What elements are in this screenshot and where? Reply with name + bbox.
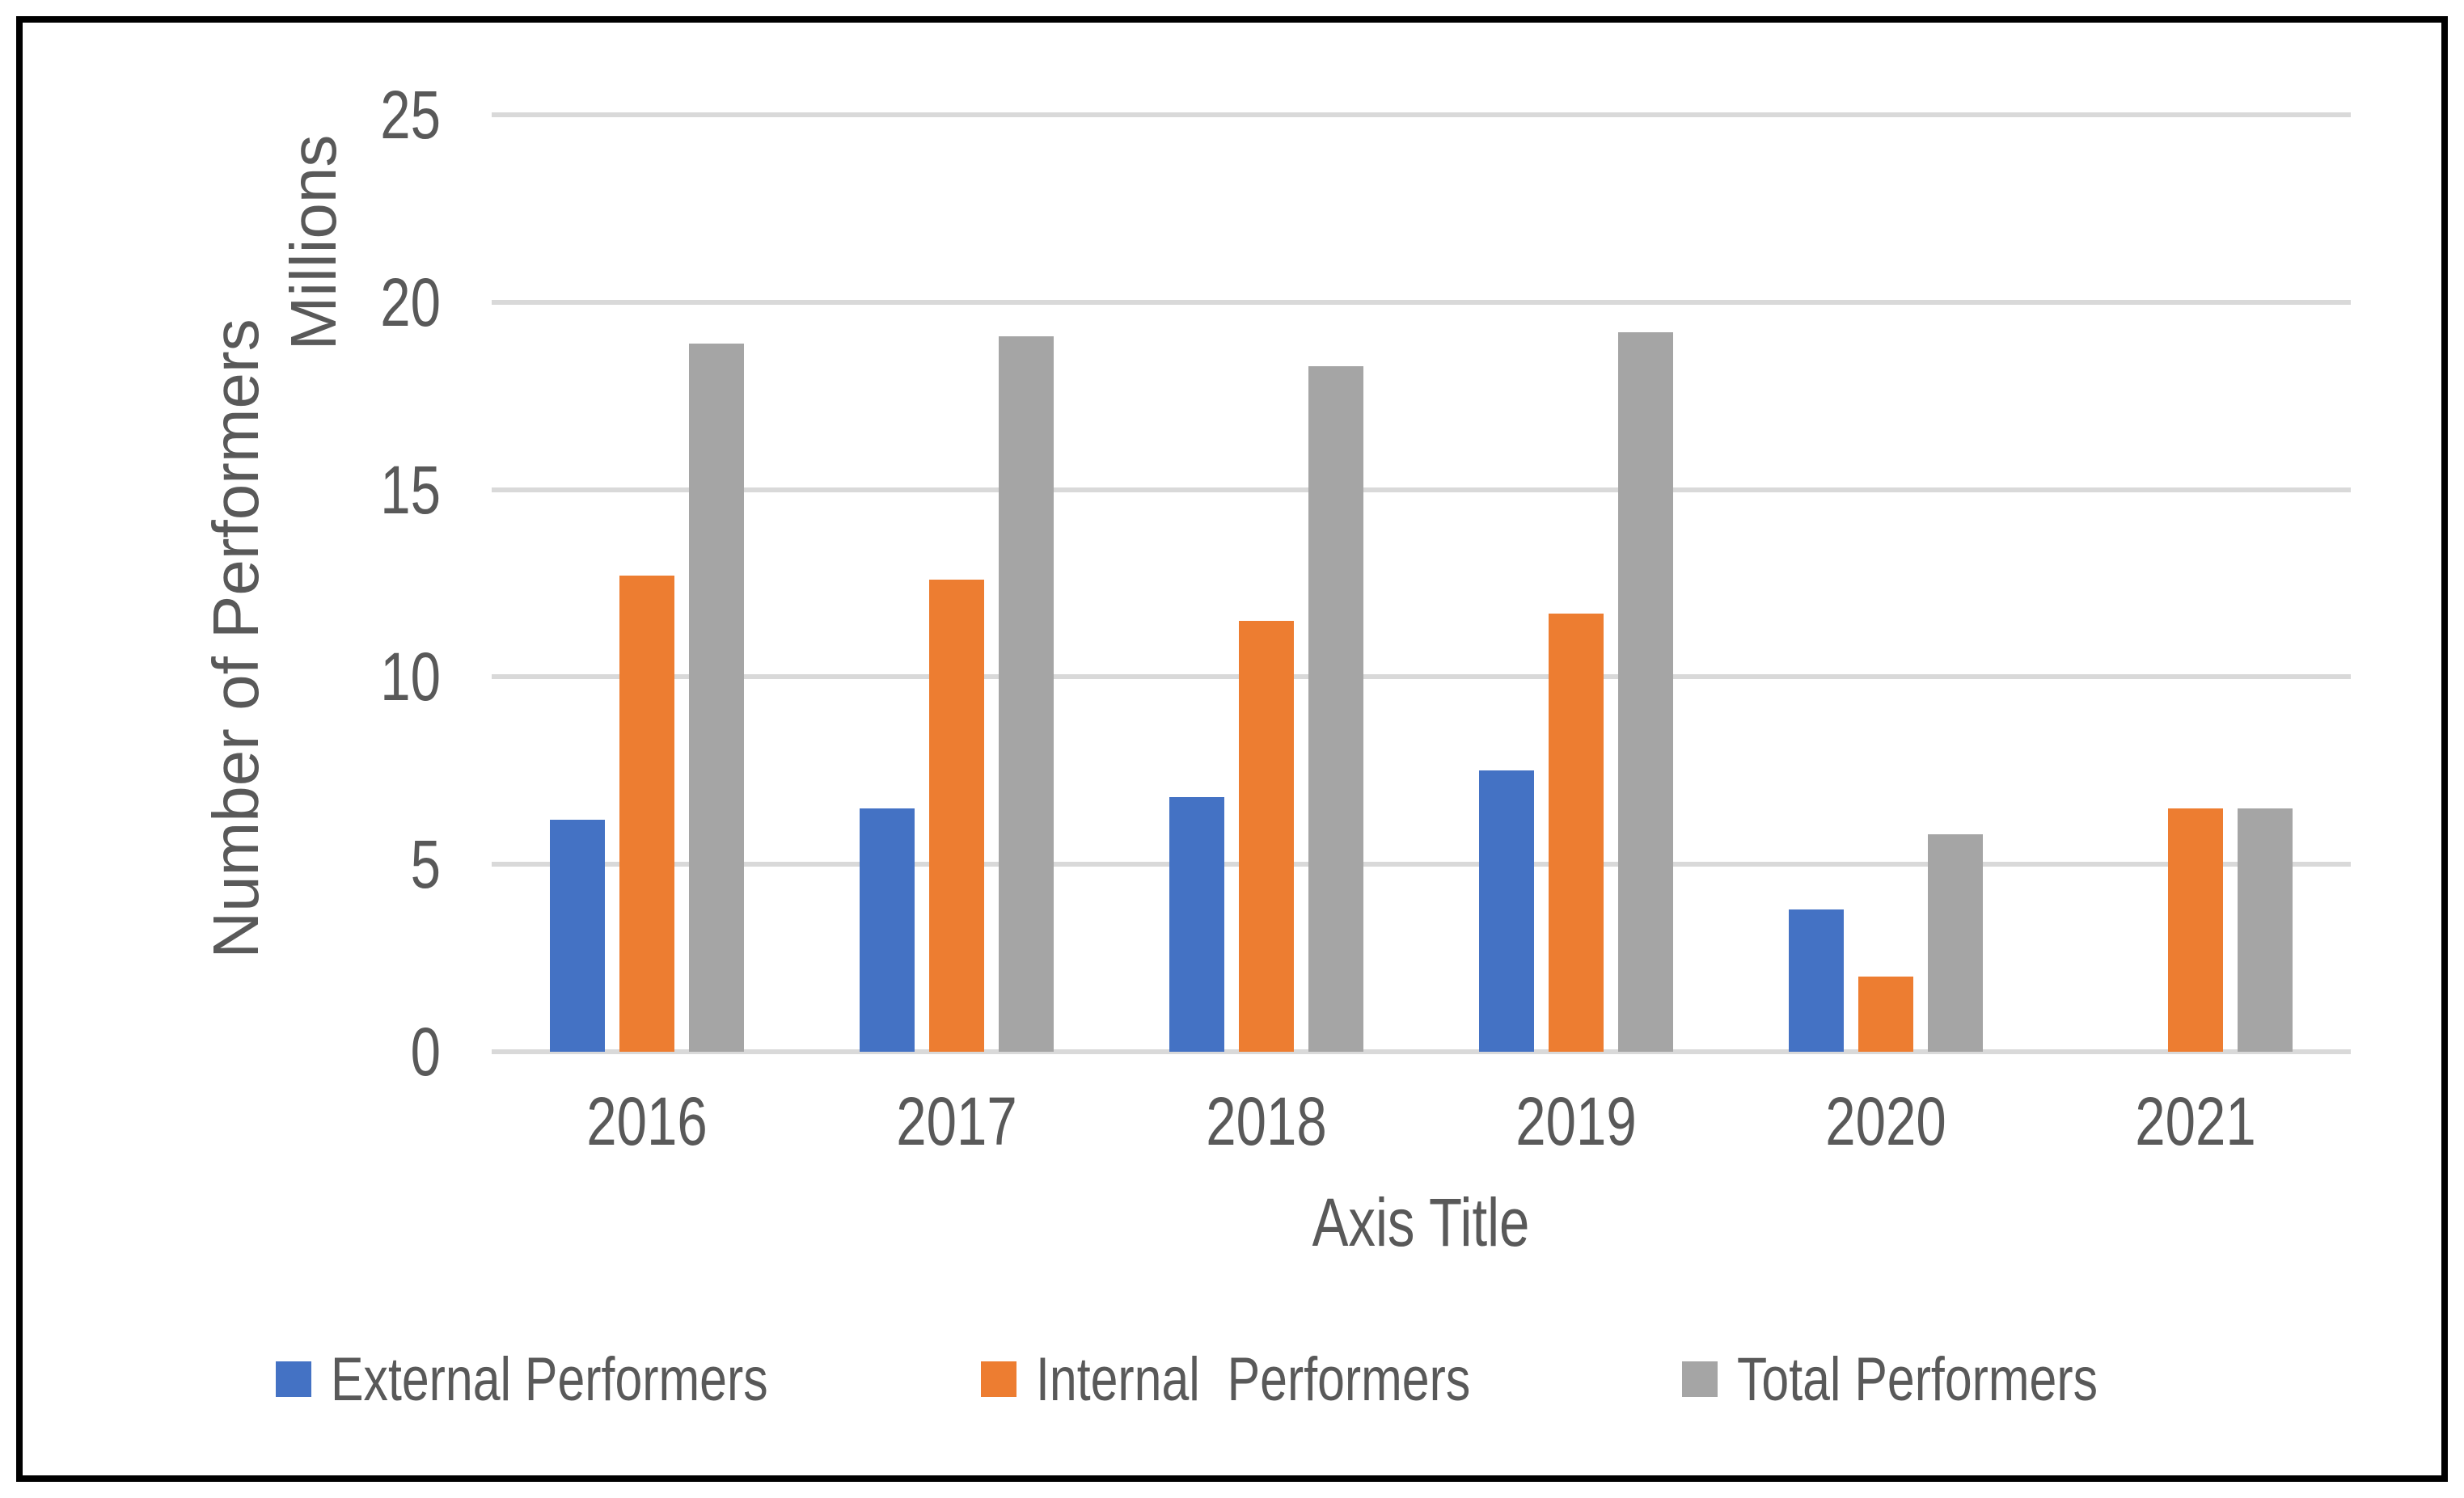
- bar-external-performers-2018: [1169, 796, 1224, 1052]
- legend-swatch-internal-performers: [980, 1361, 1016, 1397]
- bar-internal-performers-2018: [1238, 620, 1294, 1052]
- legend: External Performers Internal Performers To…: [0, 1334, 2464, 1424]
- bar-total-performers-2020: [1928, 834, 1984, 1052]
- x-tick-label-2019: 2019: [1515, 1083, 1637, 1159]
- y-tick-label-25: 25: [380, 77, 441, 153]
- gridline-25: [492, 112, 2351, 117]
- x-axis-title: Axis Title: [1312, 1184, 1530, 1260]
- bar-external-performers-2017: [859, 808, 915, 1052]
- bar-total-performers-2017: [998, 335, 1054, 1052]
- x-tick-label-2020: 2020: [1825, 1083, 1947, 1159]
- y-tick-label-20: 20: [380, 264, 441, 340]
- x-tick-label-2017: 2017: [896, 1083, 1017, 1159]
- legend-swatch-external-performers: [276, 1361, 312, 1397]
- plot-area: [492, 112, 2351, 1054]
- legend-label-total-performers: Total Performers: [1737, 1344, 2098, 1414]
- bar-external-performers-2020: [1789, 909, 1845, 1052]
- y-tick-label-0: 0: [410, 1014, 441, 1090]
- bar-total-performers-2021: [2238, 808, 2293, 1052]
- bar-internal-performers-2021: [2168, 808, 2224, 1052]
- gridline-20: [492, 299, 2351, 305]
- bar-total-performers-2018: [1308, 365, 1363, 1052]
- legend-label-external-performers: External Performers: [331, 1344, 768, 1414]
- bar-total-performers-2016: [688, 343, 744, 1052]
- y-tick-label-15: 15: [380, 451, 441, 528]
- x-tick-label-2016: 2016: [585, 1083, 708, 1159]
- x-tick-label-2018: 2018: [1206, 1083, 1327, 1159]
- y-tick-label-10: 10: [380, 639, 441, 715]
- legend-item-internal-performers: Internal Performers: [980, 1344, 1579, 1415]
- legend-item-total-performers: Total Performers: [1682, 1344, 2188, 1415]
- gridline-15: [492, 487, 2351, 492]
- bar-internal-performers-2017: [928, 579, 984, 1052]
- gridline-0: [492, 1049, 2351, 1054]
- bar-internal-performers-2019: [1549, 613, 1604, 1052]
- bar-internal-performers-2016: [619, 576, 674, 1052]
- y-tick-label-5: 5: [410, 826, 441, 903]
- gridline-5: [492, 862, 2351, 867]
- legend-item-external-performers: External Performers: [276, 1344, 877, 1415]
- legend-label-internal-performers: Internal Performers: [1035, 1344, 1471, 1414]
- x-tick-label-2021: 2021: [2135, 1083, 2257, 1159]
- chart-border-frame: [16, 16, 2448, 1482]
- bar-external-performers-2019: [1479, 770, 1535, 1052]
- legend-swatch-total-performers: [1682, 1361, 1718, 1397]
- bar-external-performers-2016: [549, 819, 605, 1052]
- bar-total-performers-2019: [1618, 331, 1674, 1052]
- bar-internal-performers-2020: [1858, 977, 1914, 1052]
- gridline-10: [492, 674, 2351, 680]
